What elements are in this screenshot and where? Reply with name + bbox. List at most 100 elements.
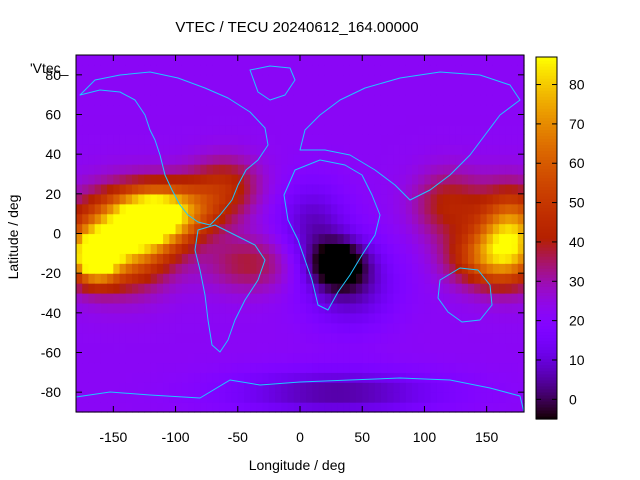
heatmap-cell xyxy=(169,402,177,413)
heatmap-cell xyxy=(144,273,152,284)
heatmap-cell xyxy=(368,293,376,304)
heatmap-cell xyxy=(100,183,108,195)
heatmap-cell xyxy=(94,253,102,264)
heatmap-cell xyxy=(387,164,394,175)
heatmap-cell xyxy=(244,283,251,294)
heatmap-cell xyxy=(318,263,326,274)
heatmap-cell xyxy=(399,84,407,96)
y-tick-label: -60 xyxy=(41,345,61,361)
heatmap-cell xyxy=(343,154,351,165)
heatmap-cell xyxy=(343,213,351,225)
heatmap-cell xyxy=(449,55,457,66)
heatmap-cell xyxy=(331,223,338,235)
heatmap-cell xyxy=(150,213,158,225)
heatmap-cell xyxy=(436,84,444,96)
heatmap-cell xyxy=(194,55,202,66)
heatmap-cell xyxy=(356,382,363,393)
heatmap-cell xyxy=(349,84,357,96)
heatmap-cell xyxy=(455,213,463,225)
heatmap-cell xyxy=(163,402,170,413)
heatmap-cell xyxy=(188,382,195,393)
heatmap-cell xyxy=(206,273,214,284)
heatmap-cell xyxy=(499,144,506,155)
heatmap-cell xyxy=(194,124,202,135)
heatmap-cell xyxy=(138,134,146,145)
heatmap-cell xyxy=(486,193,494,205)
heatmap-cell xyxy=(237,362,245,373)
heatmap-cell xyxy=(517,312,525,324)
heatmap-cell xyxy=(499,223,506,235)
heatmap-cell xyxy=(231,392,239,403)
heatmap-cell xyxy=(94,193,102,205)
heatmap-cell xyxy=(331,193,338,205)
heatmap-cell xyxy=(262,193,270,205)
heatmap-cell xyxy=(312,134,320,145)
heatmap-cell xyxy=(312,392,320,403)
heatmap-cell xyxy=(76,352,83,364)
heatmap-cell xyxy=(212,352,220,364)
heatmap-cell xyxy=(387,114,394,126)
heatmap-cell xyxy=(499,193,506,205)
heatmap-cell xyxy=(374,114,382,126)
heatmap-cell xyxy=(94,94,102,106)
heatmap-cell xyxy=(200,322,208,334)
heatmap-cell xyxy=(107,382,114,393)
heatmap-cell xyxy=(443,55,450,66)
heatmap-cell xyxy=(244,193,251,205)
heatmap-cell xyxy=(418,134,426,145)
heatmap-cell xyxy=(492,203,500,215)
heatmap-cell xyxy=(188,273,195,284)
heatmap-cell xyxy=(150,243,158,254)
heatmap-cell xyxy=(76,134,83,145)
heatmap-cell xyxy=(150,382,158,393)
heatmap-cell xyxy=(505,253,513,264)
heatmap-cell xyxy=(88,124,96,135)
heatmap-cell xyxy=(156,283,164,294)
heatmap-cell xyxy=(76,382,83,393)
heatmap-cell xyxy=(318,183,326,195)
heatmap-cell xyxy=(119,263,127,274)
heatmap-cell xyxy=(94,283,102,294)
heatmap-cell xyxy=(399,104,407,116)
heatmap-cell xyxy=(306,293,314,304)
heatmap-cell xyxy=(486,213,494,225)
heatmap-cell xyxy=(492,233,500,245)
heatmap-cell xyxy=(225,94,233,106)
heatmap-cell xyxy=(88,94,96,106)
heatmap-cell xyxy=(312,104,320,116)
heatmap-cell xyxy=(318,362,326,373)
heatmap-cell xyxy=(349,144,357,155)
heatmap-cell xyxy=(480,124,488,135)
heatmap-cell xyxy=(505,263,513,274)
heatmap-cell xyxy=(405,144,413,155)
heatmap-cell xyxy=(169,392,177,403)
heatmap-cell xyxy=(88,213,96,225)
heatmap-cell xyxy=(100,402,108,413)
heatmap-cell xyxy=(138,154,146,165)
heatmap-cell xyxy=(374,55,382,66)
heatmap-cell xyxy=(100,372,108,383)
heatmap-cell xyxy=(306,372,314,383)
heatmap-cell xyxy=(418,332,426,344)
heatmap-cell xyxy=(175,223,183,235)
heatmap-cell xyxy=(163,193,170,205)
heatmap-cell xyxy=(275,74,282,86)
heatmap-cell xyxy=(331,362,338,373)
heatmap-cell xyxy=(262,164,270,175)
heatmap-cell xyxy=(250,322,258,334)
heatmap-cell xyxy=(125,263,133,274)
heatmap-cell xyxy=(306,382,314,393)
heatmap-cell xyxy=(256,64,264,76)
heatmap-cell xyxy=(318,64,326,76)
heatmap-cell xyxy=(275,263,282,274)
heatmap-cell xyxy=(231,144,239,155)
heatmap-cell xyxy=(107,193,114,205)
heatmap-cell xyxy=(107,312,114,324)
heatmap-cell xyxy=(337,322,345,334)
heatmap-cell xyxy=(138,213,146,225)
heatmap-cell xyxy=(125,352,133,364)
heatmap-cell xyxy=(244,243,251,254)
heatmap-cell xyxy=(306,243,314,254)
heatmap-cell xyxy=(194,293,202,304)
heatmap-cell xyxy=(169,273,177,284)
